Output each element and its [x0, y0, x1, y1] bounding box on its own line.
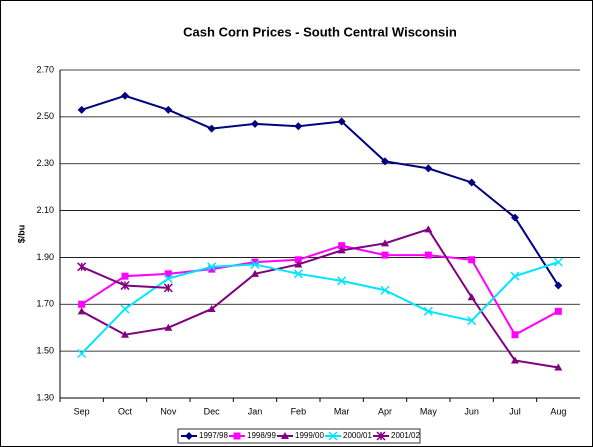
marker [163, 273, 173, 284]
marker [251, 258, 259, 266]
marker [120, 304, 130, 314]
marker [424, 225, 433, 233]
marker [328, 431, 338, 441]
chart-title: Cash Corn Prices - South Central Wiscons… [183, 24, 457, 39]
marker [121, 91, 129, 100]
marker [511, 356, 519, 364]
marker [233, 432, 241, 440]
series-line [81, 244, 559, 337]
marker [337, 246, 346, 254]
marker [121, 330, 129, 338]
marker [381, 239, 389, 247]
marker [511, 213, 519, 222]
legend-label: 1998/99 [247, 431, 276, 440]
marker [293, 269, 303, 279]
x-tick-label: Dec [204, 406, 221, 416]
marker [77, 307, 86, 315]
marker [250, 259, 260, 269]
marker [294, 256, 302, 264]
legend-label: 1997/98 [199, 431, 228, 440]
marker [207, 124, 216, 133]
x-tick-label: Oct [118, 406, 133, 416]
marker [554, 307, 562, 315]
marker [78, 300, 86, 308]
y-tick-label: 1.50 [36, 346, 54, 356]
x-tick-label: Aug [550, 406, 566, 416]
marker [208, 265, 216, 273]
y-tick-label: 2.70 [36, 64, 54, 74]
marker [424, 251, 432, 259]
series-line [80, 261, 559, 355]
x-tick-label: Sep [74, 406, 90, 416]
marker [554, 363, 563, 371]
x-tick-label: Jul [509, 406, 521, 416]
marker [337, 117, 346, 126]
legend-label: 2001/02 [391, 431, 420, 440]
marker [381, 251, 389, 259]
marker [207, 304, 216, 312]
marker [164, 270, 172, 278]
y-tick-label: 2.50 [36, 111, 54, 121]
legend-label: 1999/00 [295, 431, 324, 440]
series-line [81, 228, 559, 369]
x-tick-label: Jan [248, 406, 263, 416]
marker [468, 256, 476, 264]
marker [467, 178, 476, 187]
marker [121, 272, 129, 280]
y-tick-label: 1.30 [36, 392, 54, 402]
marker [381, 157, 389, 166]
y-axis-label: $/bu [16, 225, 26, 244]
marker [251, 269, 259, 277]
x-tick-label: Nov [160, 406, 177, 416]
marker [120, 281, 130, 291]
marker [338, 242, 346, 250]
y-tick-label: 2.10 [36, 205, 54, 215]
legend: 1997/98 1998/99 1999/00 2000/01 2001/02 [177, 428, 420, 444]
x-tick-label: Jun [464, 406, 479, 416]
marker [337, 276, 347, 286]
marker [251, 119, 259, 128]
x-tick-label: Apr [378, 406, 392, 416]
y-tick-label: 1.90 [36, 252, 54, 262]
marker [467, 293, 476, 301]
marker [77, 348, 87, 359]
marker [510, 271, 520, 281]
marker [281, 432, 289, 439]
marker [511, 331, 519, 339]
marker [164, 105, 173, 114]
marker [207, 262, 217, 272]
y-tick-label: 1.70 [36, 299, 54, 309]
marker [380, 285, 390, 295]
x-tick-label: Mar [334, 406, 350, 416]
marker [164, 323, 173, 331]
marker [294, 122, 303, 131]
marker [163, 283, 173, 293]
x-tick-label: Feb [291, 406, 307, 416]
y-tick-label: 2.30 [36, 158, 54, 168]
x-tick-label: May [420, 406, 438, 416]
marker [423, 306, 433, 316]
legend-label: 2000/01 [343, 431, 372, 440]
marker [376, 431, 386, 441]
marker [77, 262, 87, 272]
marker [294, 260, 303, 268]
marker [77, 105, 86, 114]
series-line [81, 94, 560, 287]
marker [554, 281, 563, 290]
marker [553, 257, 563, 267]
marker [185, 432, 193, 440]
marker [467, 316, 477, 326]
marker [424, 164, 433, 173]
